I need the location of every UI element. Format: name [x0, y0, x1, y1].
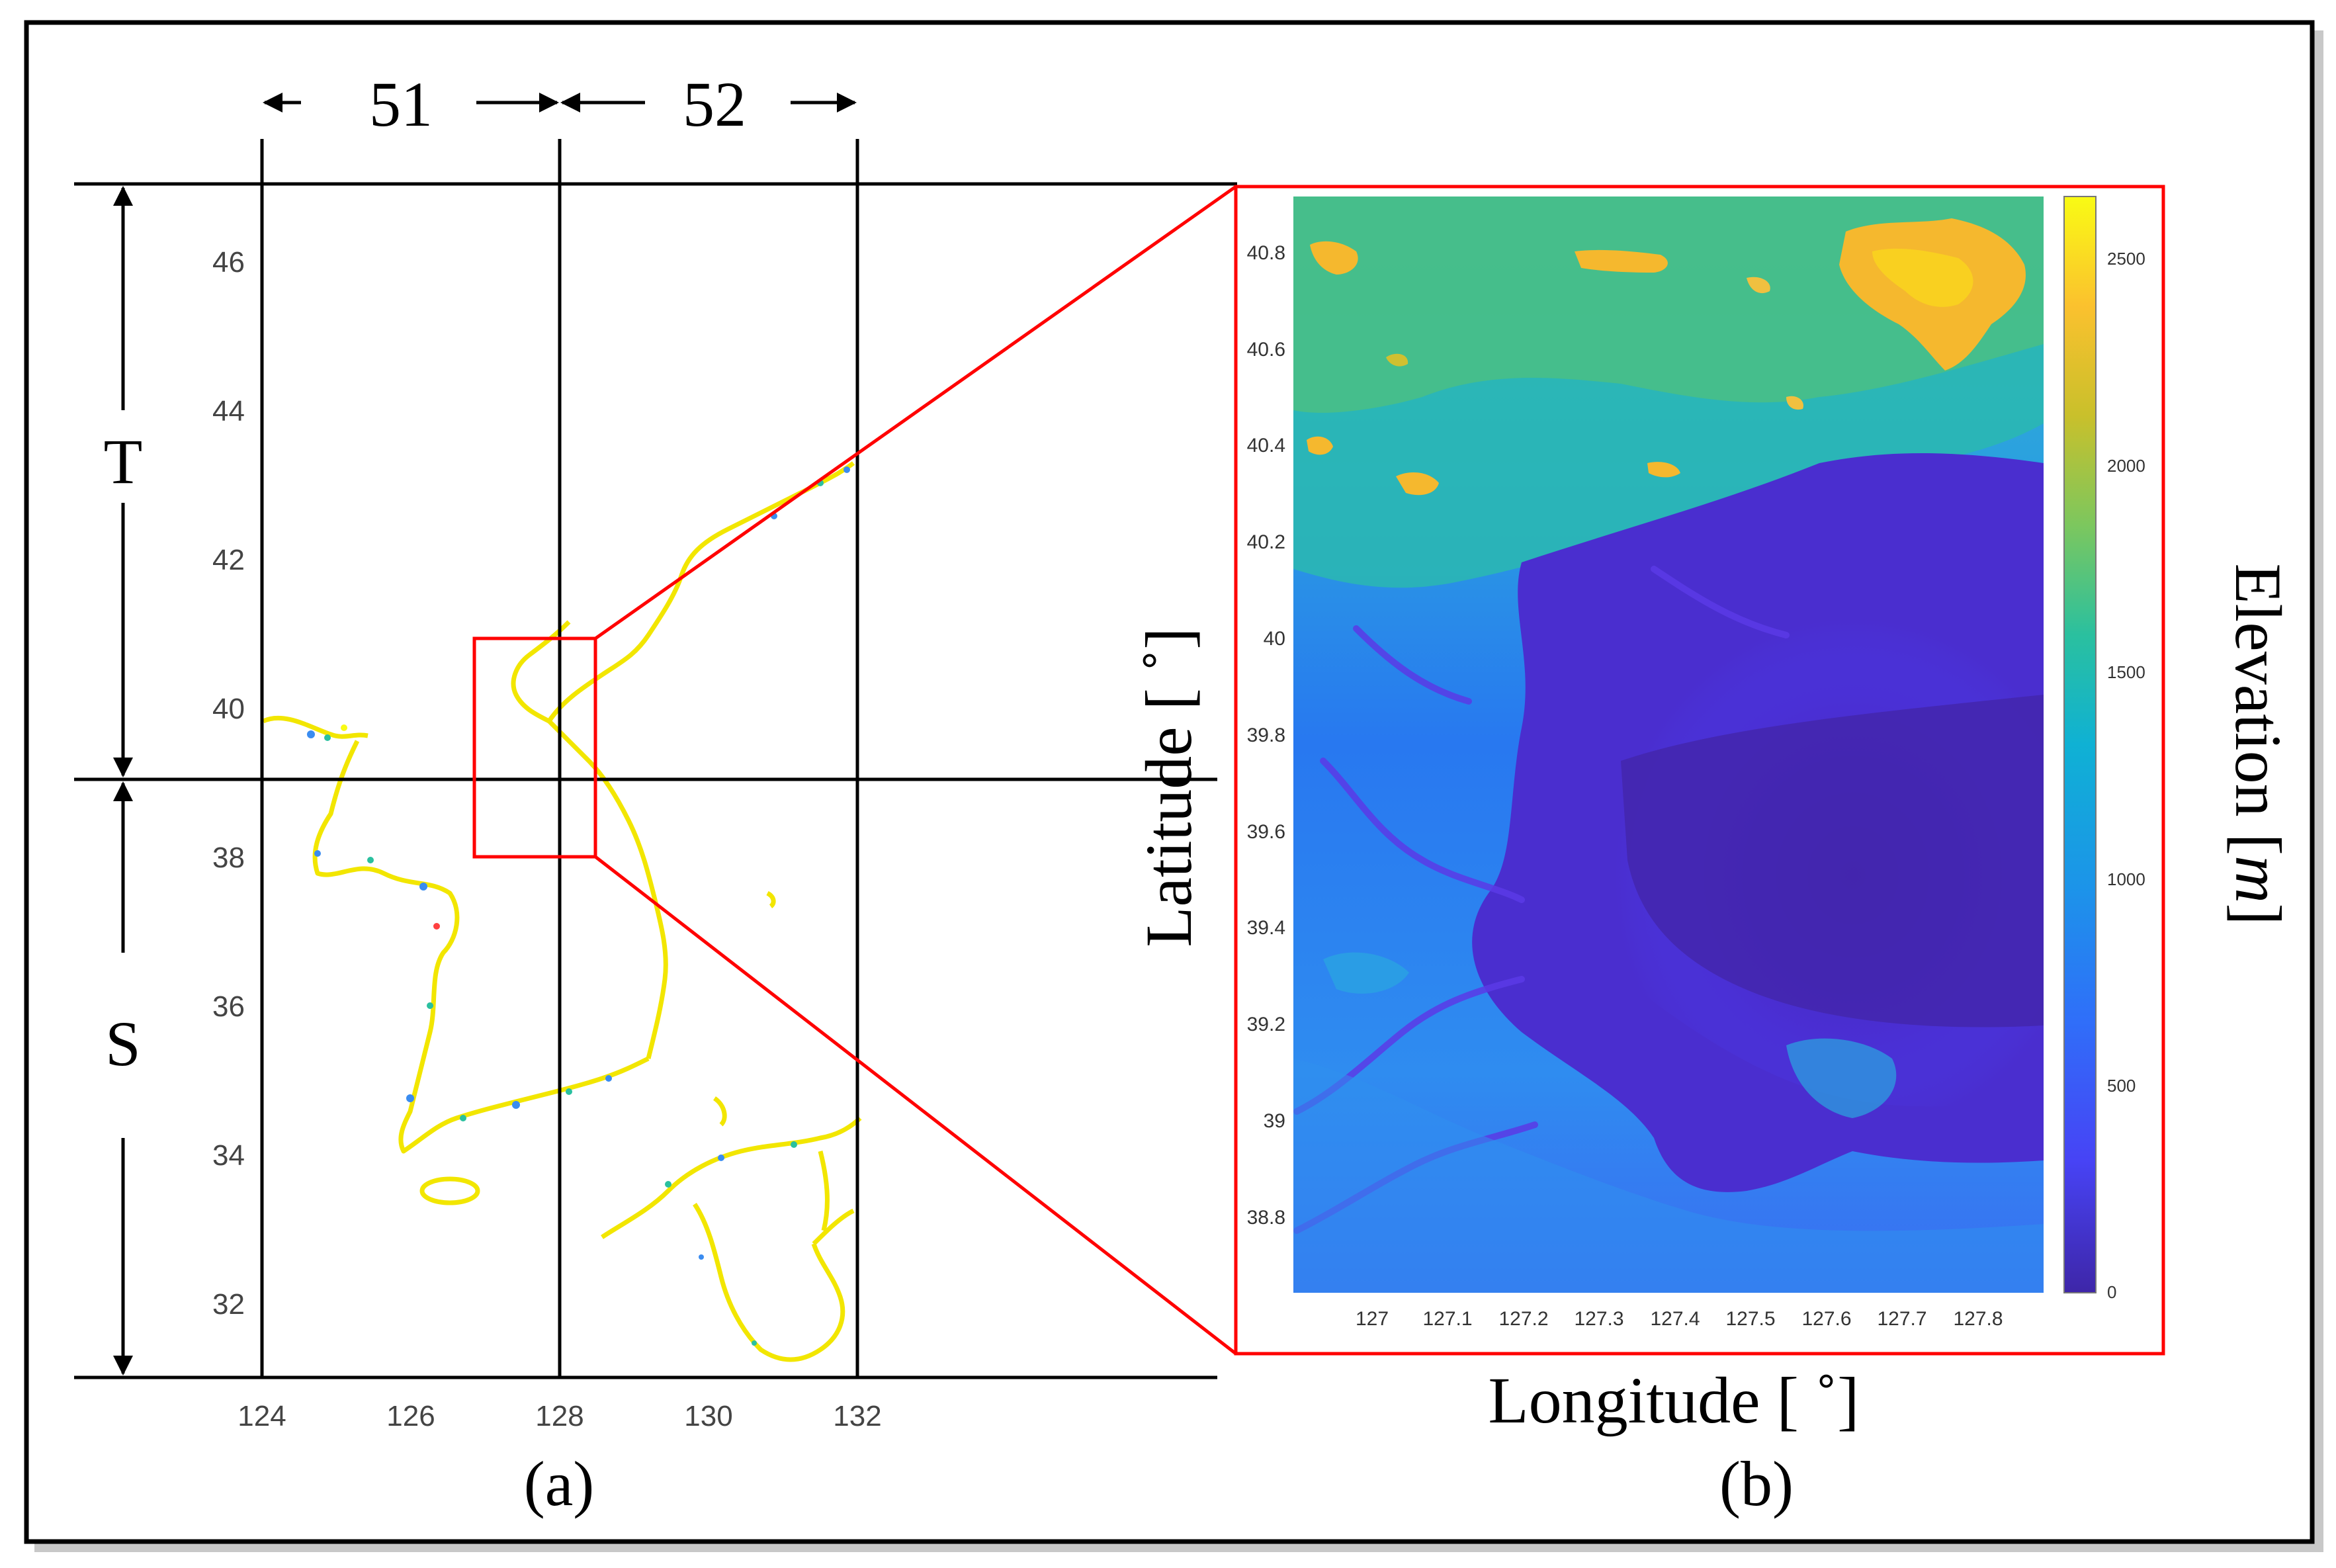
b-ytick: 39: [1264, 1110, 1285, 1132]
zone-arrows: [113, 93, 857, 1375]
a-ytick: 32: [212, 1288, 245, 1321]
b-xtick: 127: [1356, 1308, 1389, 1330]
panel-b-x-ticks: 127 127.1 127.2 127.3 127.4 127.5 127.6 …: [1356, 1308, 2003, 1330]
b-xtick: 127.7: [1877, 1308, 1926, 1330]
colorbar-ticks: 0 500 1000 1500 2000 2500: [2107, 249, 2145, 1302]
zone-label-51: 51: [369, 69, 433, 140]
b-ytick: 40.4: [1247, 435, 1285, 457]
b-xtick: 127.4: [1650, 1308, 1700, 1330]
b-ytick: 39.2: [1247, 1014, 1285, 1035]
band-label-t: T: [104, 426, 143, 497]
a-ytick: 38: [212, 842, 245, 874]
a-xtick: 130: [684, 1400, 732, 1432]
panel-b-elevation: 0 500 1000 1500 2000 2500 38.8 39 39.2 3…: [1132, 185, 2295, 1519]
b-ytick: 39.6: [1247, 821, 1285, 843]
cb-tick: 0: [2107, 1282, 2116, 1302]
colorbar-label-close: ]: [2222, 903, 2295, 925]
panel-a-y-ticks: 32 34 36 38 40 42 44 46: [212, 246, 245, 1321]
cb-tick: 2500: [2107, 249, 2145, 269]
b-ytick: 40.2: [1247, 531, 1285, 553]
b-ytick: 39.4: [1247, 917, 1285, 939]
focus-box: [472, 636, 597, 859]
colorbar-label-unit: m: [2222, 855, 2295, 903]
colorbar-label-text: Elevation [: [2222, 563, 2295, 855]
cb-tick: 500: [2107, 1076, 2136, 1096]
a-ytick: 44: [212, 395, 245, 427]
a-xtick: 128: [535, 1400, 584, 1432]
a-ytick: 36: [212, 990, 245, 1023]
elevation-raster: [1293, 196, 2044, 1293]
peaks: [1307, 218, 2026, 496]
zoom-connectors: [594, 185, 1237, 1355]
b-xtick: 127.8: [1953, 1308, 2003, 1330]
a-ytick: 42: [212, 544, 245, 576]
panel-b-y-ticks: 38.8 39 39.2 39.4 39.6 39.8 40 40.2 40.4…: [1247, 242, 1285, 1229]
b-ytick: 40.8: [1247, 242, 1285, 264]
a-xtick: 132: [833, 1400, 881, 1432]
zone-label-52: 52: [683, 69, 746, 140]
zone-grid: [74, 139, 1237, 1379]
b-ytick: 38.8: [1247, 1207, 1285, 1229]
a-ytick: 40: [212, 693, 245, 725]
b-xtick: 127.6: [1801, 1308, 1851, 1330]
zone-labels: 51 52 T S: [104, 69, 746, 1079]
panel-b-ylabel: Latitude [ ˚]: [1132, 627, 1205, 947]
a-ytick: 46: [212, 246, 245, 279]
band-label-s: S: [105, 1008, 140, 1079]
a-ytick: 34: [212, 1139, 245, 1172]
a-xtick: 126: [386, 1400, 435, 1432]
b-ytick: 39.8: [1247, 724, 1285, 746]
b-xtick: 127.5: [1725, 1308, 1775, 1330]
a-xtick: 124: [238, 1400, 286, 1432]
colorbar: [2063, 196, 2097, 1293]
b-xtick: 127.3: [1574, 1308, 1623, 1330]
panel-b-xlabel: Longitude [ ˚]: [1489, 1364, 1860, 1437]
b-xtick: 127.1: [1422, 1308, 1472, 1330]
b-ytick: 40: [1264, 628, 1285, 650]
b-xtick: 127.2: [1498, 1308, 1548, 1330]
cb-tick: 2000: [2107, 456, 2145, 476]
caption-a: (a): [524, 1448, 595, 1519]
cb-tick: 1500: [2107, 662, 2145, 682]
cb-tick: 1000: [2107, 869, 2145, 889]
panel-a-x-ticks: 124 126 128 130 132: [238, 1400, 881, 1432]
b-ytick: 40.6: [1247, 339, 1285, 361]
caption-b: (b): [1719, 1448, 1794, 1519]
colorbar-label: Elevation [m]: [2222, 563, 2295, 925]
